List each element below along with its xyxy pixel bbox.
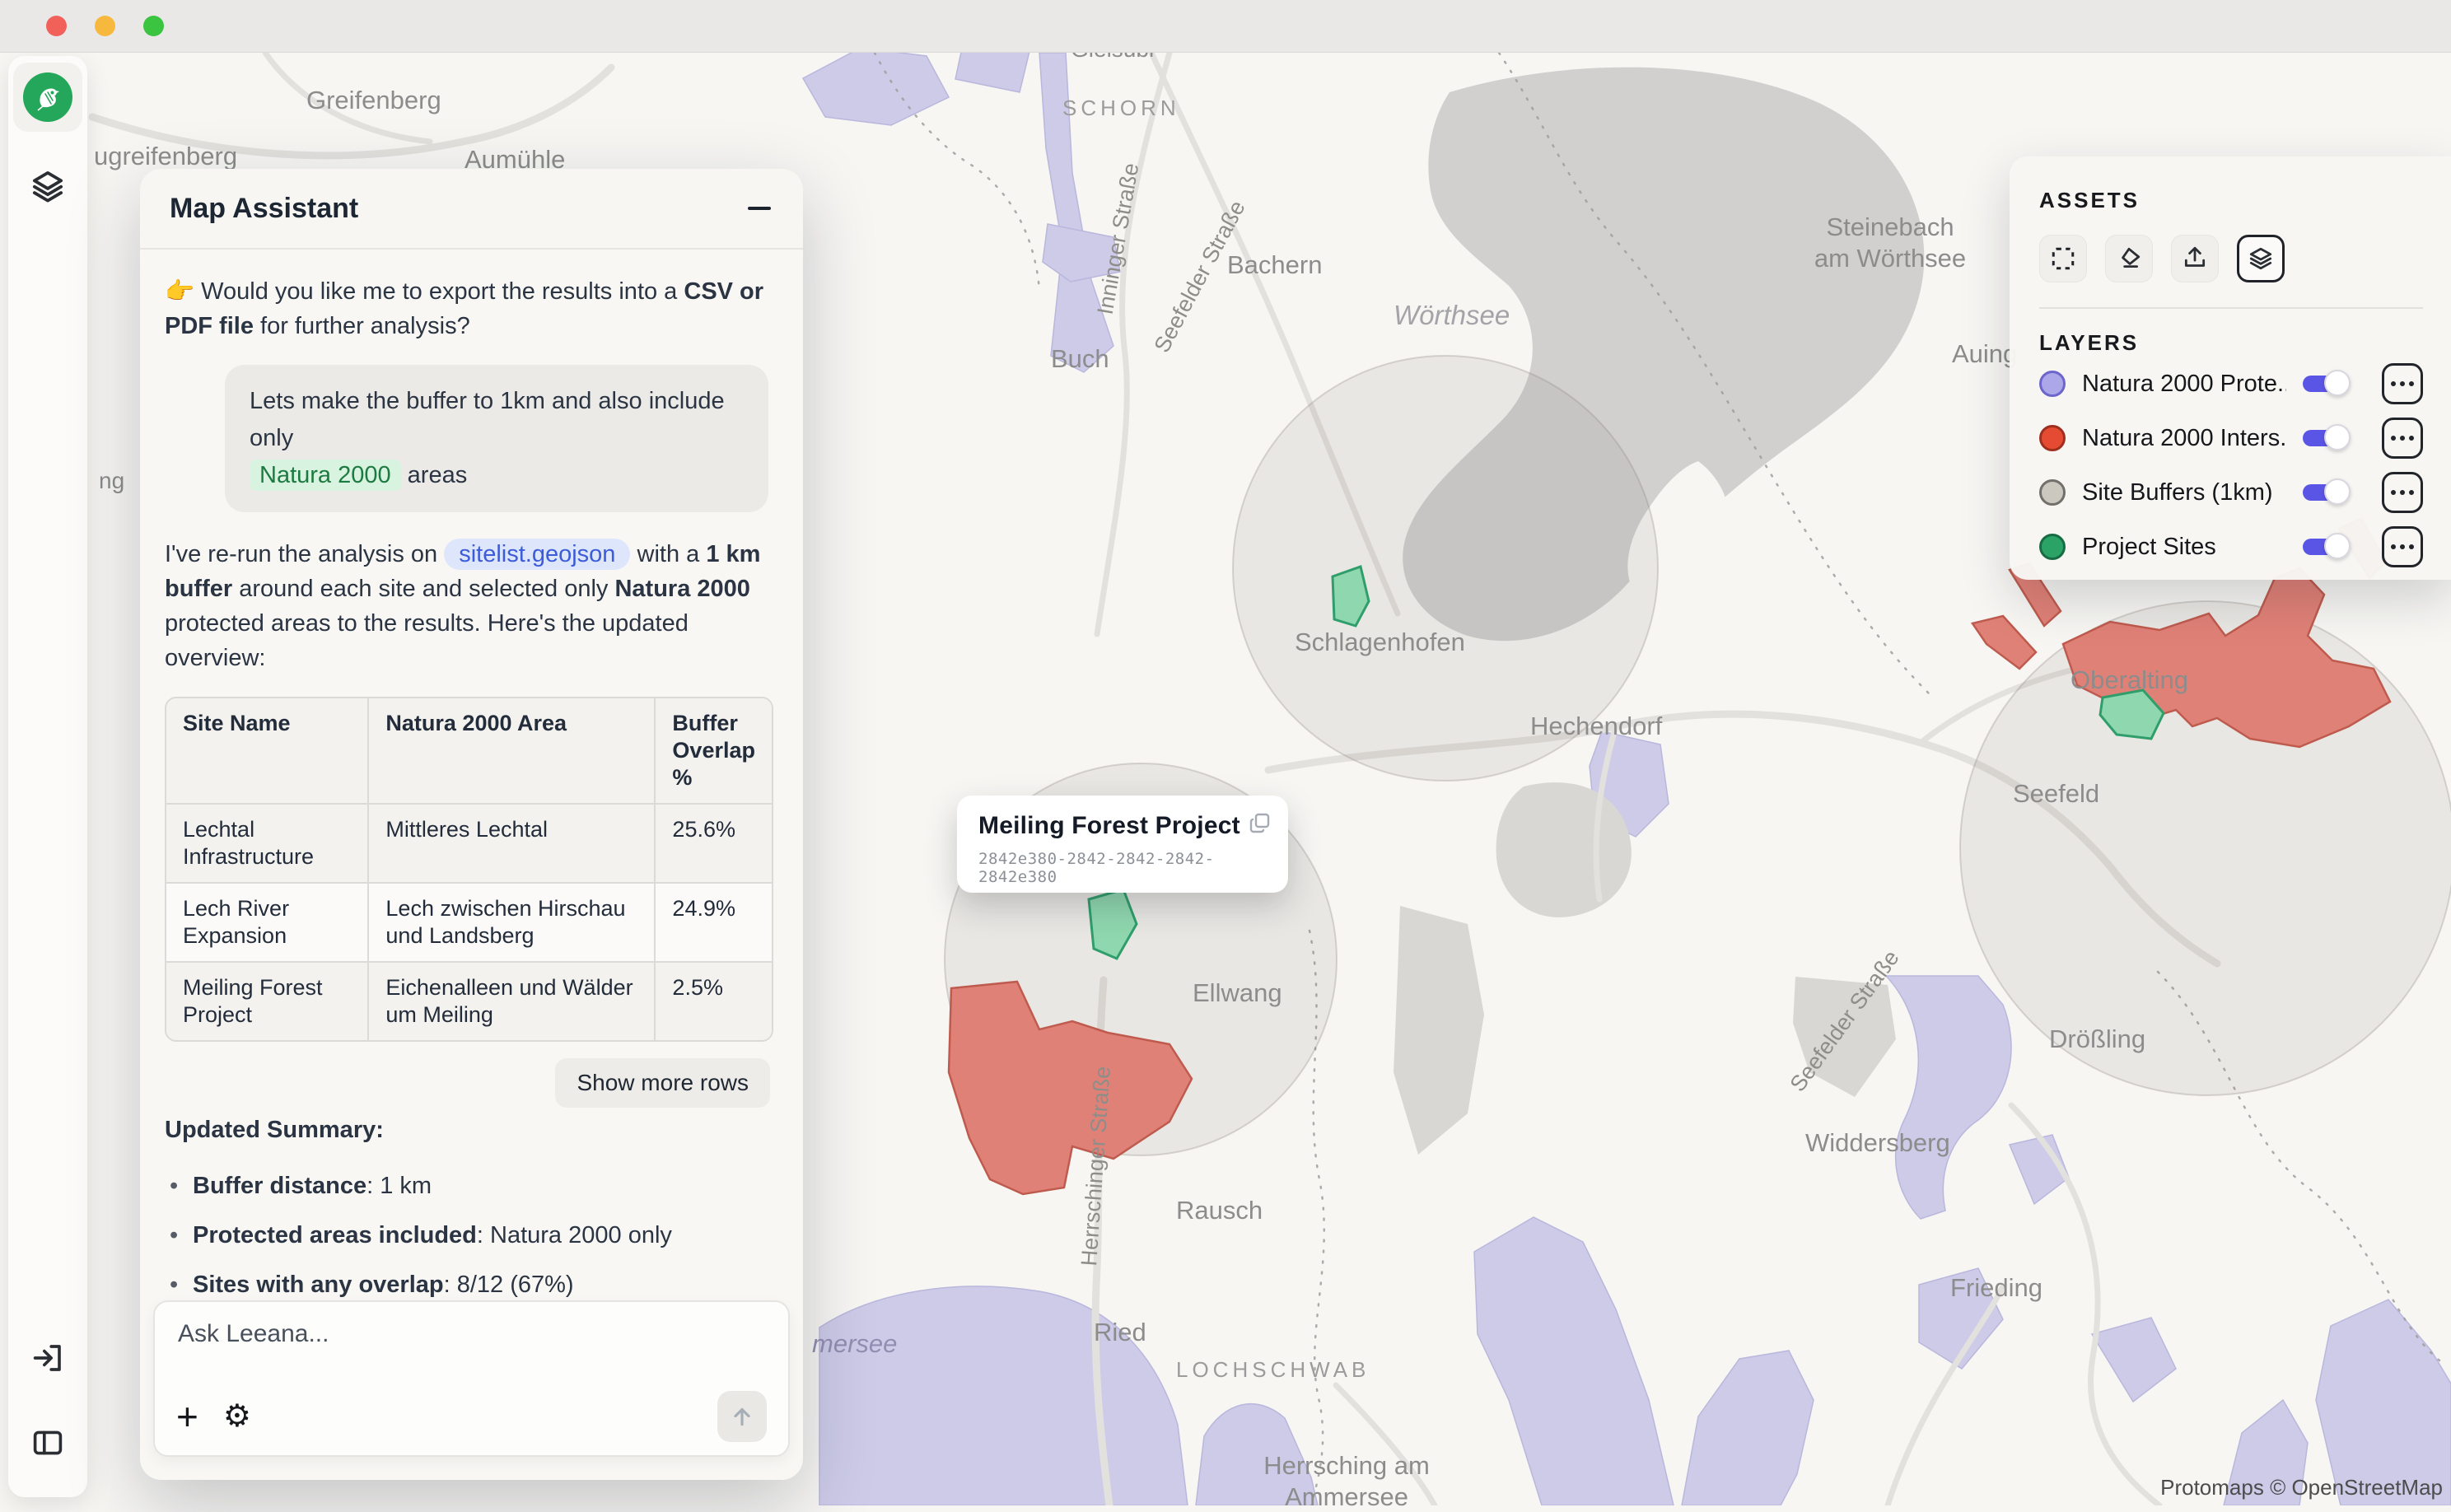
assets-layers-panel: ASSETS LAYERS N (2010, 156, 2451, 580)
select-area-icon (2052, 247, 2075, 270)
zoom-window-button[interactable] (143, 16, 164, 36)
summary-item: Buffer distance: 1 km (168, 1169, 773, 1203)
assistant-title: Map Assistant (170, 192, 359, 224)
layer-label: Site Buffers (1km) (2082, 478, 2273, 506)
popup-title: Meiling Forest Project (978, 812, 1240, 839)
layers-icon (2249, 247, 2272, 270)
chat-composer: + ⚙ (153, 1300, 790, 1457)
toggle-knob (2324, 533, 2351, 559)
popup-feature-id: 2842e380-2842-2842-2842-2842e380 (978, 850, 1215, 886)
table-header-row: Site Name Natura 2000 Area Buffer Overla… (166, 698, 772, 805)
close-button[interactable] (46, 16, 67, 36)
upload-tool-button[interactable] (2171, 235, 2219, 282)
panel-toggle-icon-button[interactable] (30, 1426, 65, 1463)
map-popup: Meiling Forest Project 2842e380-2842-284… (957, 796, 1288, 893)
leeana-parrot-logo-icon (23, 72, 72, 122)
layer-options-button[interactable] (2382, 526, 2423, 567)
app-logo-tile[interactable] (13, 63, 82, 132)
column-header: Natura 2000 Area (369, 698, 656, 805)
layer-color-swatch (2039, 371, 2066, 397)
window-titlebar (0, 0, 2451, 53)
column-header: Buffer Overlap % (656, 698, 772, 805)
layer-color-swatch (2039, 425, 2066, 451)
upload-icon (2184, 246, 2206, 267)
collapse-assistant-button[interactable] (745, 196, 773, 221)
send-arrow-icon (734, 1407, 750, 1426)
map-assistant-panel: Map Assistant 👉 Would you like me to exp… (140, 169, 803, 1480)
assistant-conversation: 👉 Would you like me to export the result… (140, 250, 803, 1300)
toggle-knob (2324, 370, 2351, 396)
layer-row-natura-protected: Natura 2000 Prote... (2039, 357, 2423, 410)
layer-visibility-toggle[interactable] (2303, 370, 2351, 396)
table-row: Lechtal Infrastructure Mittleres Lechtal… (166, 804, 772, 884)
assistant-message: 👉 Would you like me to export the result… (165, 278, 764, 340)
layer-options-button[interactable] (2382, 363, 2423, 404)
assistant-header: Map Assistant (140, 169, 803, 250)
layer-row-site-buffers: Site Buffers (1km) (2039, 466, 2423, 519)
panel-divider (2039, 307, 2423, 309)
layer-options-button[interactable] (2382, 472, 2423, 513)
worthsee-lake-shape (1403, 67, 1925, 642)
sidebar-layers-button[interactable] (30, 168, 66, 207)
admin-boundaries (873, 51, 2441, 1505)
send-message-button[interactable] (717, 1391, 767, 1442)
layer-visibility-toggle[interactable] (2303, 424, 2351, 450)
toggle-knob (2324, 424, 2351, 450)
minimize-window-button[interactable] (95, 16, 115, 36)
layers-tool-button[interactable] (2237, 235, 2285, 282)
layer-row-project-sites: Project Sites (2039, 520, 2423, 573)
summary-item: Sites with any overlap: 8/12 (67%) (168, 1267, 773, 1300)
woodland-shapes (1394, 782, 1896, 1155)
eraser-tool-button[interactable] (2105, 235, 2153, 282)
show-more-rows-button[interactable]: Show more rows (555, 1057, 770, 1108)
layer-label: Natura 2000 Inters... (2082, 424, 2286, 451)
layer-row-natura-intersections: Natura 2000 Inters... (2039, 412, 2423, 464)
natura2000-chip: Natura 2000 (250, 459, 401, 491)
toggle-knob (2324, 478, 2351, 505)
layer-label: Project Sites (2082, 533, 2216, 560)
map-attribution: Protomaps © OpenStreetMap (2160, 1475, 2443, 1500)
sidebar-bottom-group (30, 1341, 65, 1463)
sign-in-icon-button[interactable] (30, 1341, 65, 1378)
layer-visibility-toggle[interactable] (2303, 478, 2351, 505)
overlap-results-table: Site Name Natura 2000 Area Buffer Overla… (165, 697, 773, 1042)
eraser-icon (2122, 247, 2141, 268)
summary-item: Protected areas included: Natura 2000 on… (168, 1218, 773, 1253)
select-area-tool-button[interactable] (2039, 235, 2087, 282)
layer-color-swatch (2039, 479, 2066, 506)
assets-heading: ASSETS (2039, 188, 2141, 212)
table-row: Lech River Expansion Lech zwischen Hirsc… (166, 883, 772, 963)
copy-icon[interactable] (1249, 812, 1272, 835)
settings-gear-button[interactable]: ⚙ (222, 1399, 251, 1434)
roads (88, 49, 2221, 1505)
layer-label: Natura 2000 Prote... (2082, 370, 2286, 397)
summary-list: Buffer distance: 1 km Protected areas in… (168, 1169, 773, 1300)
layer-color-swatch (2039, 534, 2066, 560)
table-row: Meiling Forest Project Eichenalleen und … (166, 962, 772, 1040)
asset-tools (2039, 235, 2423, 282)
chat-input[interactable] (176, 1318, 767, 1384)
add-attachment-button[interactable]: + (176, 1395, 198, 1438)
left-sidebar (8, 56, 87, 1497)
minus-icon (748, 207, 771, 210)
column-header: Site Name (166, 698, 370, 805)
layer-options-button[interactable] (2382, 418, 2423, 459)
layers-heading: LAYERS (2039, 330, 2140, 355)
user-message-text: Lets make the buffer to 1km and also inc… (250, 388, 725, 452)
user-message-bubble: Lets make the buffer to 1km and also inc… (225, 365, 768, 512)
layer-visibility-toggle[interactable] (2303, 533, 2351, 559)
summary-heading: Updated Summary: (165, 1116, 384, 1143)
geojson-file-chip[interactable]: sitelist.geojson (444, 538, 631, 570)
assistant-message: I've re-run the analysis on sitelist.geo… (165, 537, 773, 675)
